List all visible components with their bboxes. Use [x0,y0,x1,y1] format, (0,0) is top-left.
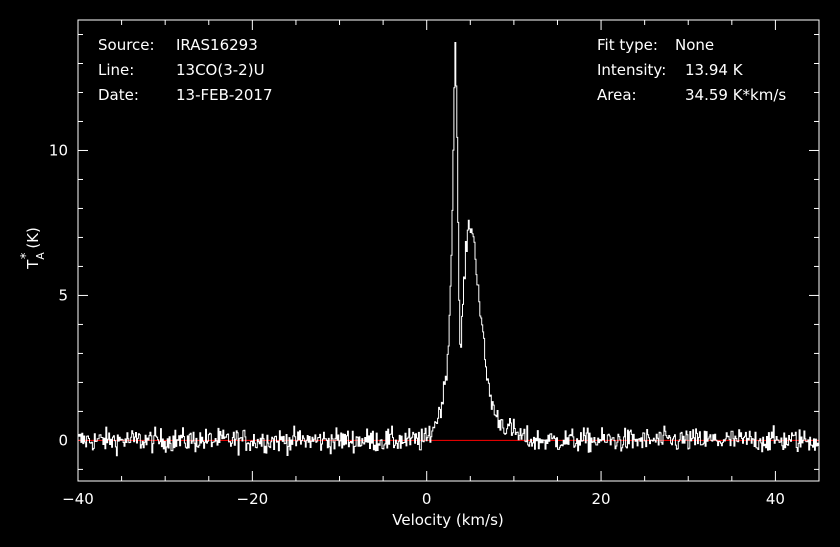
y-axis-label-sup: * [19,252,34,259]
y-tick-label: 10 [49,141,68,159]
info-intensity-value: 13.94 K [685,61,744,79]
y-axis-label-main: T [24,259,42,270]
info-intensity-key: Intensity: [597,61,666,79]
info-date-key: Date: [98,86,139,104]
info-source-key: Source: [98,36,155,54]
y-tick-label: 0 [58,431,68,449]
info-line-key: Line: [98,61,134,79]
info-fit-type-value: None [675,36,714,54]
y-axis-label-unit: (K) [24,227,42,249]
x-tick-label: 0 [422,490,432,508]
info-fit-type-key: Fit type: [597,36,658,54]
plot-frame [77,19,820,482]
y-axis-label: TA* (K) [19,227,47,270]
x-tick-label: 20 [592,490,611,508]
info-area-value: 34.59 K*km/s [685,86,786,104]
axis-tick-labels: −40 −20 0 20 40 0 5 10 [49,141,785,508]
info-line-value: 13CO(3-2)U [176,61,265,79]
x-tick-label: 40 [766,490,785,508]
info-left: Source: IRAS16293 Line: 13CO(3-2)U Date:… [98,36,272,104]
x-tick-label: −20 [237,490,269,508]
x-tick-label: −40 [62,490,94,508]
info-date-value: 13-FEB-2017 [176,86,272,104]
y-axis-label-sub: A [34,252,47,260]
info-right: Fit type: None Intensity: 13.94 K Area: … [597,36,786,104]
x-axis-label: Velocity (km/s) [392,511,503,529]
y-tick-label: 5 [58,286,68,304]
spectrum-line [78,42,819,457]
info-source-value: IRAS16293 [176,36,258,54]
info-area-key: Area: [597,86,637,104]
